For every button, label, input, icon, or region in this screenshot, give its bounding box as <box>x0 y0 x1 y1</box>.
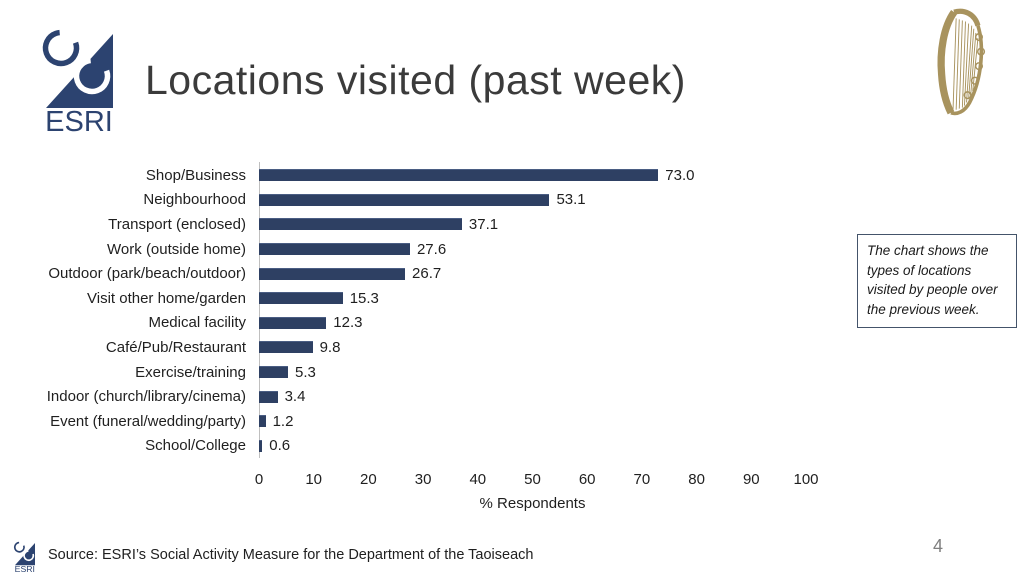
footer-esri-logo-icon: ESRI <box>13 541 35 574</box>
page-number: 4 <box>932 536 943 556</box>
x-tick-label: 10 <box>305 471 323 489</box>
x-tick-label: 80 <box>688 471 705 489</box>
esri-logo-text: ESRI <box>45 106 113 134</box>
x-tick-label: 90 <box>742 471 760 489</box>
chart-row: School/College 0.6 <box>30 434 806 459</box>
bar-chart: Shop/Business 73.0 Neighbourhood 53.1 Transp… <box>30 162 819 513</box>
chart-row: Medical facility 12.3 <box>30 311 806 336</box>
chart-row: Shop/Business 73.0 <box>30 163 806 188</box>
x-tick-label: 0 <box>254 471 264 489</box>
note-box: The chart shows the types of locations v… <box>857 234 1017 329</box>
category-label: Outdoor (park/beach/outdoor) <box>48 265 246 283</box>
bar-area: 53.1 <box>259 188 806 213</box>
bar-area: 15.3 <box>259 286 806 311</box>
x-tick-label: 50 <box>524 471 541 489</box>
value-label: 53.1 <box>556 191 586 209</box>
value-label: 26.7 <box>412 265 442 283</box>
bar <box>259 341 313 354</box>
bar-area: 0.6 <box>259 434 806 459</box>
footer-esri-logo-text: ESRI <box>15 564 35 573</box>
esri-logo: ESRI <box>40 14 116 139</box>
category-label: School/College <box>145 437 246 455</box>
x-tick-label: 20 <box>360 471 377 489</box>
bar <box>259 193 550 206</box>
chart-row: Indoor (church/library/cinema) 3.4 <box>30 384 806 409</box>
value-label: 5.3 <box>294 363 316 381</box>
bar <box>259 316 327 329</box>
category-label: Shop/Business <box>145 166 246 184</box>
category-label: Event (funeral/wedding/party) <box>50 412 246 430</box>
category-label: Transport (enclosed) <box>108 215 246 233</box>
chart-row: Café/Pub/Restaurant 9.8 <box>30 335 806 360</box>
value-label: 1.2 <box>272 412 294 430</box>
value-label: 3.4 <box>284 388 306 406</box>
chart-row: Event (funeral/wedding/party) 1.2 <box>30 409 806 434</box>
bar-area: 73.0 <box>259 163 806 188</box>
x-tick-label: 70 <box>633 471 651 489</box>
category-label: Medical facility <box>148 314 246 332</box>
source-line: Source: ESRI’s Social Activity Measure f… <box>48 547 534 563</box>
chart-row: Exercise/training 5.3 <box>30 360 806 385</box>
bar <box>259 292 343 305</box>
bar <box>259 267 406 280</box>
bar <box>259 439 263 452</box>
category-label: Indoor (church/library/cinema) <box>46 388 246 406</box>
value-label: 27.6 <box>416 240 447 258</box>
x-tick-label: 60 <box>578 471 596 489</box>
bar <box>259 390 278 403</box>
bar <box>259 243 410 256</box>
note-text: The chart shows the types of locations v… <box>867 243 998 317</box>
x-tick-label: 40 <box>469 471 487 489</box>
value-label: 0.6 <box>269 437 291 455</box>
x-tick-label: 30 <box>414 471 432 489</box>
category-label: Work (outside home) <box>107 240 246 258</box>
chart-row: Work (outside home) 27.6 <box>30 237 806 262</box>
footer-esri-logo: ESRI <box>13 537 36 574</box>
page-title: Locations visited (past week) <box>145 57 686 103</box>
bar-area: 1.2 <box>259 409 806 434</box>
chart-row: Outdoor (park/beach/outdoor) 26.7 <box>30 261 806 286</box>
category-label: Neighbourhood <box>143 191 246 209</box>
bar-area: 12.3 <box>259 311 806 336</box>
value-label: 12.3 <box>333 314 363 332</box>
bar-area: 9.8 <box>259 335 806 360</box>
x-axis-ticks: 0 10 20 30 40 50 60 70 80 90 100 <box>255 471 819 490</box>
bar-area: 3.4 <box>259 384 806 409</box>
category-label: Exercise/training <box>135 363 246 381</box>
bar <box>259 218 462 231</box>
chart-row: Transport (enclosed) 37.1 <box>30 212 806 237</box>
bar <box>259 415 266 428</box>
value-label: 15.3 <box>349 289 379 307</box>
bar <box>259 169 659 182</box>
category-label: Visit other home/garden <box>87 289 246 307</box>
value-label: 73.0 <box>665 166 695 184</box>
chart-rows: Shop/Business 73.0 Neighbourhood 53.1 Transp… <box>30 163 806 458</box>
value-label: 37.1 <box>468 215 499 233</box>
x-axis-title: % Respondents <box>479 495 586 513</box>
esri-logo-icon: ESRI <box>42 29 113 138</box>
chart-row: Visit other home/garden 15.3 <box>30 286 806 311</box>
irish-harp-icon <box>918 8 986 123</box>
x-tick-label: 100 <box>793 471 819 489</box>
bar-area: 37.1 <box>259 212 806 237</box>
value-label: 9.8 <box>319 338 341 356</box>
bar-area: 26.7 <box>259 261 806 286</box>
bar <box>259 366 288 379</box>
category-label: Café/Pub/Restaurant <box>105 338 246 356</box>
y-axis-line <box>259 162 261 458</box>
chart-row: Neighbourhood 53.1 <box>30 188 806 213</box>
bar-area: 27.6 <box>259 237 806 262</box>
bar-area: 5.3 <box>259 360 806 385</box>
